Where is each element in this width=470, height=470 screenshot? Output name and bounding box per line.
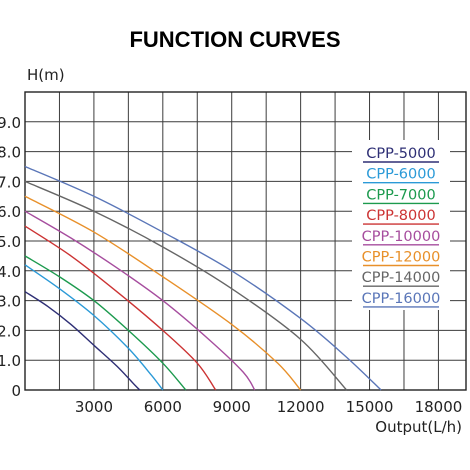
y-tick-label: 9.0: [0, 114, 21, 132]
curve-cpp-12000: [24, 195, 302, 391]
x-tick-label: 15000: [346, 398, 394, 416]
legend-label-cpp-8000: CPP-8000: [366, 208, 435, 224]
curve-cpp-7000: [24, 255, 187, 391]
legend-label-cpp-14000: CPP-14000: [362, 270, 441, 286]
y-tick-label: 2.0: [0, 322, 21, 340]
legend-label-cpp-5000: CPP-5000: [366, 146, 435, 162]
y-tick-label: 7.0: [0, 173, 21, 191]
x-tick-label: 3000: [75, 398, 113, 416]
legend-label-cpp-6000: CPP-6000: [366, 167, 435, 183]
x-tick-label: 12000: [277, 398, 325, 416]
x-tick-label: 9000: [213, 398, 251, 416]
legend-label-cpp-12000: CPP-12000: [362, 250, 441, 266]
curve-cpp-16000: [24, 165, 382, 391]
curve-cpp-10000: [24, 210, 256, 391]
plot-frame: [24, 91, 467, 391]
legend-label-cpp-7000: CPP-7000: [366, 187, 435, 203]
legend-label-cpp-16000: CPP-16000: [362, 291, 441, 307]
y-tick-label: 0: [11, 382, 21, 400]
x-tick-label: 18000: [415, 398, 463, 416]
curve-cpp-14000: [24, 180, 348, 391]
chart-title: FUNCTION CURVES: [129, 27, 340, 52]
y-axis-label: H(m): [27, 66, 65, 84]
legend: CPP-5000 CPP-6000 CPP-7000 CPP-8000 CPP-1000…: [352, 140, 450, 310]
y-tick-label: 4.0: [0, 263, 21, 281]
x-axis-label: Output(L/h): [375, 418, 462, 436]
curve-cpp-5000: [24, 291, 141, 391]
legend-box: [352, 140, 450, 310]
y-tick-label: 1.0: [0, 352, 21, 370]
tick-labels: 0 1.0 2.0 3.0 4.0 5.0 6.0 7.0 8.0 9.0 3000 6000 9000…: [0, 114, 462, 416]
curve-cpp-8000: [24, 225, 217, 391]
y-tick-label: 3.0: [0, 293, 21, 311]
y-tick-label: 8.0: [0, 144, 21, 162]
curves: [24, 165, 382, 391]
curve-cpp-6000: [24, 264, 164, 391]
y-tick-label: 6.0: [0, 203, 21, 221]
legend-label-cpp-10000: CPP-10000: [362, 229, 441, 245]
x-tick-label: 6000: [144, 398, 182, 416]
y-tick-label: 5.0: [0, 233, 21, 251]
